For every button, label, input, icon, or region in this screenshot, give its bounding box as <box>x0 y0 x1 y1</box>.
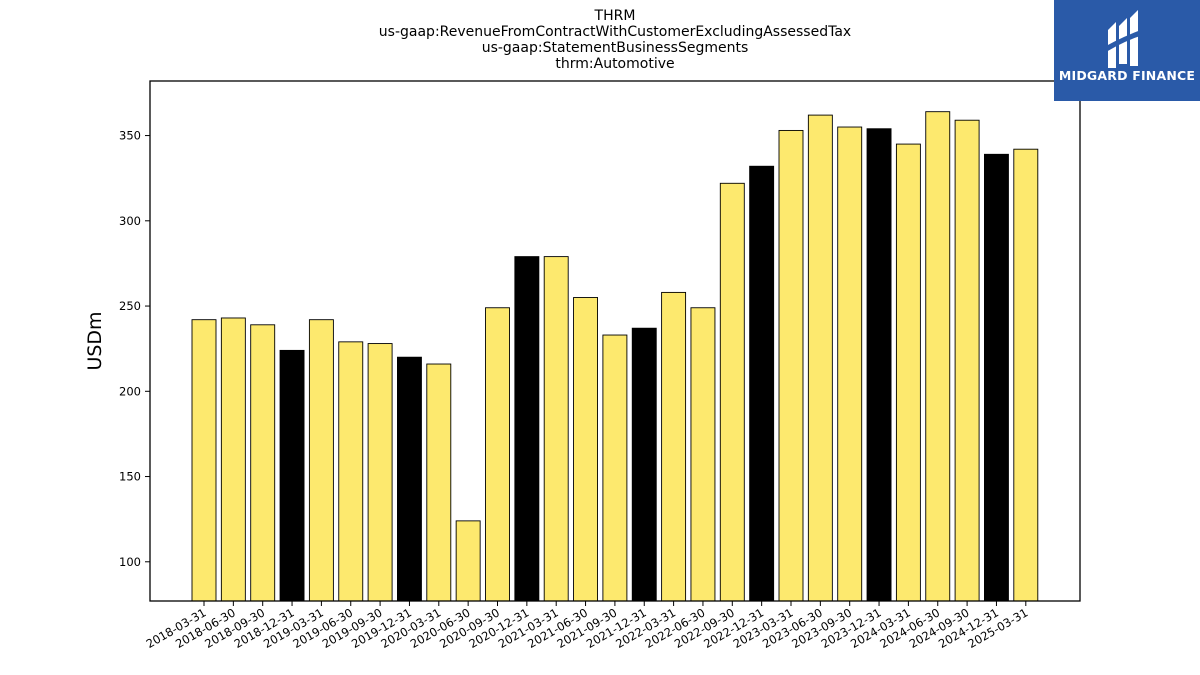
midgard-logo-icon <box>1106 10 1146 68</box>
bar-2022-12-31 <box>749 165 775 602</box>
y-tick-label: 150 <box>119 470 141 484</box>
bar-2022-06-30 <box>690 307 716 602</box>
x-axis: 2018-03-312018-06-302018-09-302018-12-31… <box>144 601 1030 651</box>
chart-title-line: us-gaap:StatementBusinessSegments <box>482 40 749 56</box>
bar-2021-09-30 <box>602 334 628 602</box>
chart-title-line: us-gaap:RevenueFromContractWithCustomerE… <box>379 24 851 40</box>
bar-2019-06-30 <box>338 341 364 602</box>
chart-title-line: THRM <box>594 8 636 24</box>
bar-2020-06-30 <box>455 520 481 602</box>
bar-2022-09-30 <box>719 182 745 602</box>
bar-2019-09-30 <box>367 343 393 602</box>
bar-2020-12-31 <box>514 256 540 602</box>
bar-2024-06-30 <box>925 111 951 602</box>
bar-2024-03-31 <box>895 143 921 602</box>
midgard-finance-logo: MIDGARD FINANCE <box>1054 0 1200 101</box>
bar-2023-12-31 <box>866 128 892 602</box>
bar-2019-03-31 <box>308 319 334 602</box>
bar-2020-09-30 <box>485 307 510 602</box>
bar-2018-12-31 <box>279 349 305 602</box>
chart-title: THRMus-gaap:RevenueFromContractWithCusto… <box>379 8 851 72</box>
bar-2023-03-31 <box>778 129 804 602</box>
bar-2021-06-30 <box>573 297 598 602</box>
bar-2018-09-30 <box>250 324 276 602</box>
bar-2021-03-31 <box>543 256 569 602</box>
bar-2020-03-31 <box>426 363 452 602</box>
y-tick-label: 200 <box>119 384 141 398</box>
y-tick-label: 300 <box>119 214 141 228</box>
bar-2025-03-31 <box>1013 148 1039 602</box>
bar-2022-03-31 <box>661 291 687 602</box>
y-tick-label: 100 <box>119 555 141 569</box>
y-tick-label: 250 <box>119 299 141 313</box>
bar-2019-12-31 <box>397 356 422 602</box>
bar-2021-12-31 <box>631 327 657 602</box>
bar-2024-09-30 <box>954 119 980 602</box>
y-axis: 100 150 200 250 300 350 <box>119 129 150 569</box>
bars <box>191 111 1039 602</box>
plot-frame <box>149 80 1081 602</box>
y-tick-label: 350 <box>119 129 141 143</box>
bar-2018-03-31 <box>191 319 217 602</box>
bar-2018-06-30 <box>220 317 246 602</box>
chart-title-line: thrm:Automotive <box>555 56 674 72</box>
bar-2024-12-31 <box>984 153 1009 602</box>
logo-text: MIDGARD FINANCE <box>1058 68 1196 83</box>
bar-2023-09-30 <box>837 126 863 602</box>
bar-2023-06-30 <box>807 114 833 602</box>
y-axis-label: USDm <box>84 311 106 370</box>
